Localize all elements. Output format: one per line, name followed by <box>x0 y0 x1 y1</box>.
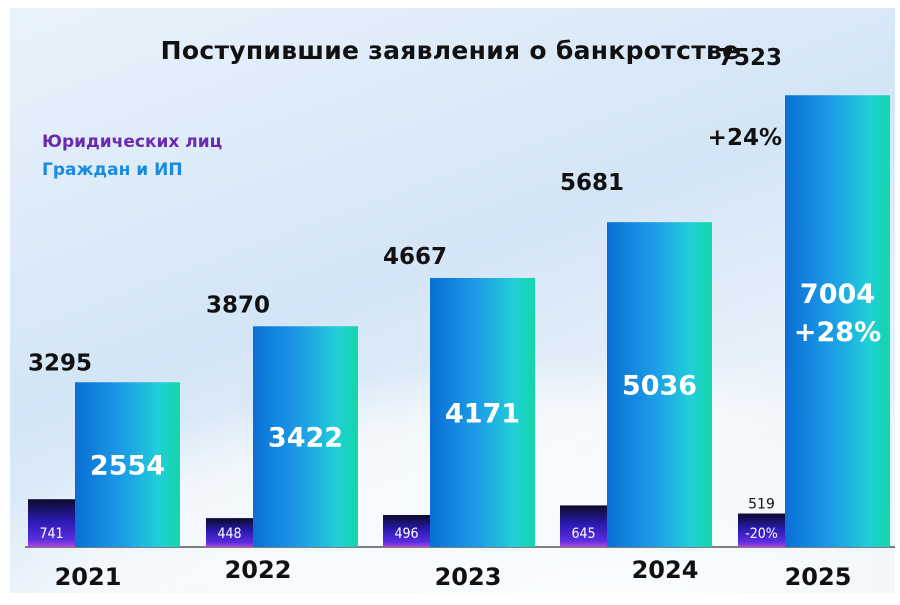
bar-legal-2025 <box>738 513 785 547</box>
bar-legal-2023 <box>383 515 430 547</box>
label-individuals-2025: 7004 <box>800 279 875 310</box>
bar-individuals-2021 <box>75 382 180 547</box>
label-individuals-2023: 4171 <box>445 398 520 429</box>
tick-label-2023: 2023 <box>435 563 502 591</box>
label-legal-2021: 741 <box>39 526 63 542</box>
label-individuals-change-2025: +28% <box>794 317 881 348</box>
label-legal-2023: 496 <box>394 526 418 542</box>
chart-title: Поступившие заявления о банкротстве <box>160 36 740 65</box>
bar-legal-2021 <box>28 499 75 547</box>
label-legal-2022: 448 <box>217 526 241 542</box>
tick-label-2021: 2021 <box>55 563 122 591</box>
label-legal-value-2025: 519 <box>748 497 775 513</box>
label-individuals-2022: 3422 <box>268 423 343 454</box>
tick-label-2025: 2025 <box>785 563 852 591</box>
label-total-2024: 5681 <box>560 170 624 196</box>
label-total-2021: 3295 <box>28 350 92 376</box>
bar-individuals-2024 <box>607 222 712 548</box>
legend-individuals: Граждан и ИП <box>42 160 183 180</box>
bar-individuals-2023 <box>430 277 535 547</box>
label-individuals-2024: 5036 <box>622 371 697 402</box>
label-total-2022: 3870 <box>206 292 270 318</box>
bar-legal-2024 <box>560 505 607 547</box>
tick-label-2022: 2022 <box>225 556 292 584</box>
label-individuals-2021: 2554 <box>90 451 165 482</box>
label-total-2025: 7523 <box>718 45 782 71</box>
label-legal-2024: 645 <box>571 526 595 542</box>
label-total-2023: 4667 <box>383 244 447 270</box>
label-legal-2025: -20% <box>745 526 778 542</box>
tick-label-2024: 2024 <box>632 556 699 584</box>
bar-individuals-2025 <box>785 95 890 547</box>
bar-individuals-2022 <box>253 326 358 547</box>
legend-legal-entities: Юридических лиц <box>42 132 223 152</box>
label-total-change-2025: +24% <box>708 125 782 151</box>
bar-legal-2022 <box>206 518 253 547</box>
